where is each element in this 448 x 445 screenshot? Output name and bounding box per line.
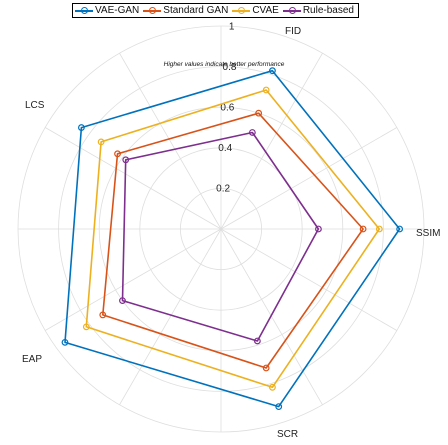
grid-spoke (44, 127, 222, 230)
data-point (269, 383, 276, 391)
grid-spoke (220, 52, 323, 230)
axis-label-fid: FID (285, 26, 301, 37)
grid-spoke (119, 228, 222, 406)
series-line (102, 112, 364, 369)
legend-swatch (232, 6, 251, 15)
axis-label-ssim: SSIM (416, 228, 440, 239)
grid-spoke (220, 228, 398, 331)
data-point (375, 225, 383, 233)
axis-label-lcs: LCS (25, 100, 45, 111)
legend-swatch (75, 6, 93, 15)
data-point (269, 67, 276, 75)
data-point (275, 403, 283, 411)
data-point (99, 311, 107, 319)
axis-label-eap: EAP (22, 354, 42, 365)
radial-tick-label: 1 (229, 21, 235, 32)
data-point (315, 225, 322, 233)
data-point (396, 225, 404, 233)
data-point (255, 109, 263, 117)
grid-spoke (119, 52, 222, 230)
grid-spoke (220, 127, 398, 230)
legend-label: Rule-based (302, 5, 354, 16)
series-line (121, 131, 320, 342)
legend-item: CVAE (232, 5, 279, 16)
radial-tick-label: 0.4 (218, 143, 232, 154)
data-point (82, 323, 90, 331)
radial-tick-label: 0.8 (223, 62, 237, 73)
grid-spoke (220, 228, 323, 406)
data-point (262, 86, 270, 94)
data-point (61, 338, 69, 346)
data-point (122, 156, 130, 164)
series-line (64, 69, 401, 408)
radial-tick-label: 0.6 (220, 102, 234, 113)
data-point (119, 297, 126, 304)
legend-swatch (282, 6, 301, 15)
data-point (359, 225, 367, 233)
radial-tick-label: 0.2 (216, 183, 230, 194)
legend-label: CVAE (252, 5, 279, 16)
axis-label-scr: SCR (277, 429, 298, 440)
legend-item: Rule-based (282, 5, 354, 16)
legend-label: Standard GAN (163, 5, 229, 16)
legend-item: VAE-GAN (75, 5, 139, 16)
data-point (78, 124, 85, 131)
data-point (97, 138, 105, 146)
data-point (253, 337, 261, 345)
chart-annotation: Higher values indicate better performanc… (163, 61, 285, 68)
data-point (262, 364, 270, 372)
legend-item: Standard GAN (143, 5, 228, 16)
series-line (85, 89, 381, 389)
grid-spoke (44, 228, 222, 331)
data-point (248, 129, 256, 136)
data-point (114, 150, 121, 158)
legend-label: VAE-GAN (95, 5, 140, 16)
legend-swatch (143, 6, 162, 15)
legend: VAE-GAN Standard GAN CVAE Rule-based (72, 3, 359, 18)
